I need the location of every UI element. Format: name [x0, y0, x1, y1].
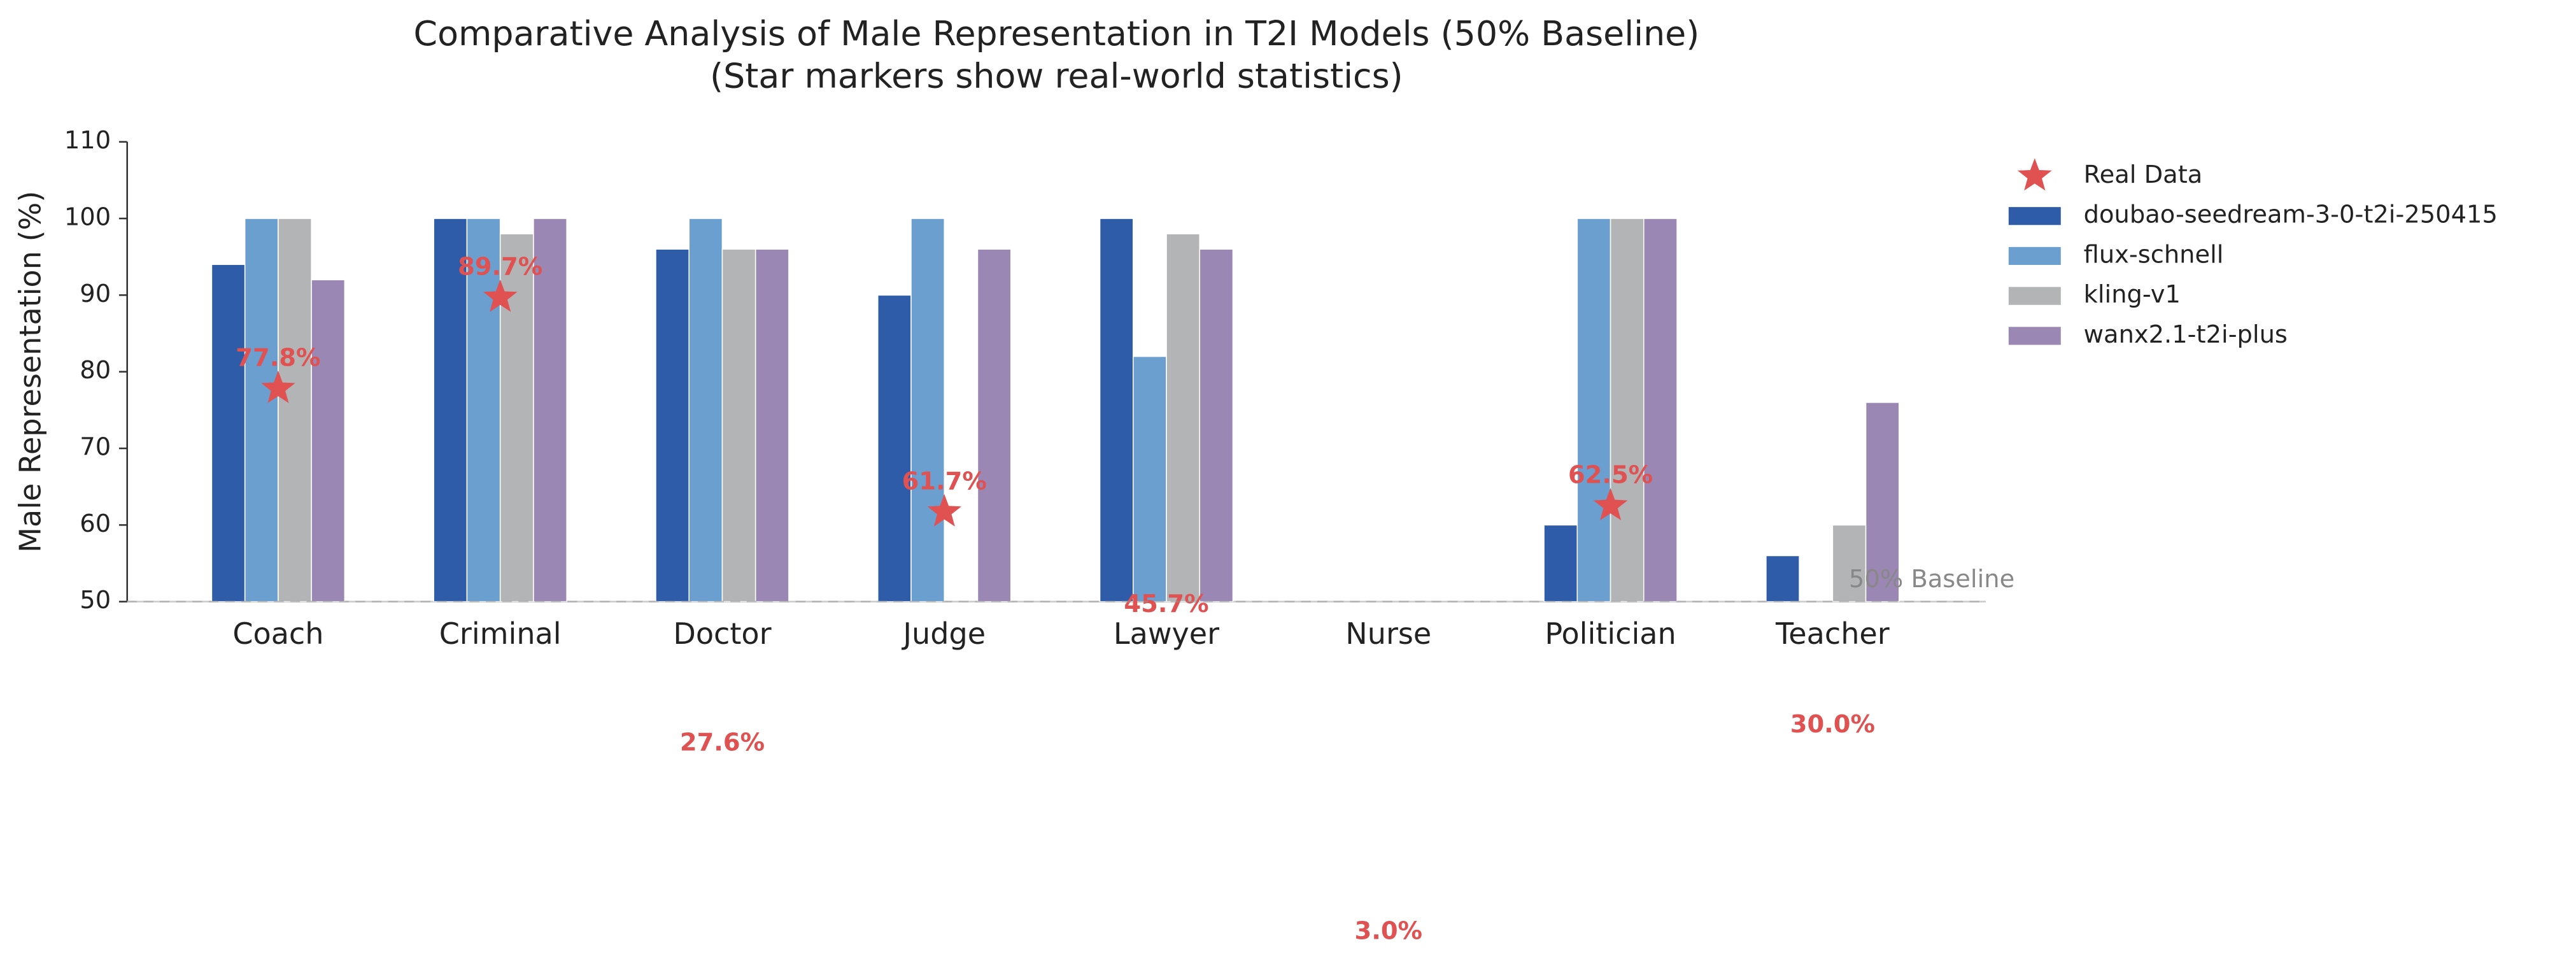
x-tick-label: Judge	[901, 616, 986, 651]
y-tick-label: 70	[80, 433, 111, 462]
legend-label: flux-schnell	[2084, 240, 2224, 269]
x-tick-label: Doctor	[673, 616, 771, 651]
real-data-star	[1816, 737, 1850, 769]
bar	[1643, 218, 1678, 602]
real-data-label: 27.6%	[680, 729, 765, 757]
bar	[977, 248, 1012, 602]
bar	[688, 218, 723, 602]
bar	[1543, 524, 1578, 602]
bar	[1133, 355, 1167, 602]
bar	[1865, 402, 1900, 602]
bar	[278, 218, 312, 602]
bar	[211, 264, 246, 602]
bar	[533, 218, 567, 602]
x-tick-label: Lawyer	[1114, 616, 1219, 651]
x-tick-label: Criminal	[439, 616, 562, 651]
bar	[910, 218, 945, 602]
real-data-star	[1593, 488, 1628, 520]
legend-marker	[2017, 158, 2052, 191]
bar	[655, 248, 690, 602]
real-data-star	[1371, 944, 1406, 975]
bar	[721, 248, 756, 602]
real-data-star	[927, 494, 962, 527]
legend-label: doubao-seedream-3-0-t2i-250415	[2084, 201, 2498, 229]
bar	[311, 279, 346, 602]
real-data-label: 61.7%	[902, 467, 987, 495]
y-tick-label: 50	[80, 586, 111, 615]
legend-swatch	[2008, 287, 2061, 305]
real-data-star	[705, 755, 740, 788]
baseline-label: 50% Baseline	[1849, 565, 2014, 594]
y-tick-label: 80	[80, 356, 111, 385]
real-data-label: 3.0%	[1355, 917, 1422, 946]
chart-title: Comparative Analysis of Male Representat…	[414, 13, 1700, 53]
bar	[877, 294, 912, 602]
y-tick-label: 100	[64, 203, 111, 232]
real-data-label: 30.0%	[1790, 710, 1875, 739]
bar	[1766, 555, 1800, 602]
bar	[1199, 248, 1234, 602]
bar	[1099, 218, 1134, 602]
y-tick-label: 90	[80, 280, 111, 308]
y-tick-label: 110	[64, 126, 111, 155]
plot-area	[211, 218, 1900, 975]
legend-swatch	[2008, 207, 2061, 225]
real-data-label: 45.7%	[1124, 590, 1208, 618]
bar	[754, 248, 789, 602]
real-data-star	[483, 279, 518, 312]
real-data-label: 62.5%	[1568, 461, 1653, 490]
x-tick-label: Nurse	[1345, 616, 1431, 651]
legend-swatch	[2008, 327, 2061, 345]
legend-label: Real Data	[2084, 160, 2203, 189]
chart-subtitle: (Star markers show real-world statistics…	[710, 56, 1403, 96]
bar	[1576, 218, 1611, 602]
bar	[499, 233, 534, 602]
legend-label: kling-v1	[2084, 280, 2181, 309]
real-data-star	[261, 370, 295, 403]
real-data-label: 77.8%	[236, 344, 320, 373]
y-axis-label: Male Representation (%)	[13, 191, 48, 553]
x-tick-label: Politician	[1545, 616, 1676, 651]
legend-label: wanx2.1-t2i-plus	[2084, 320, 2288, 349]
legend-swatch	[2008, 246, 2061, 266]
x-tick-label: Teacher	[1775, 616, 1890, 651]
bar	[244, 218, 279, 602]
y-tick-label: 60	[80, 509, 111, 538]
bar	[1166, 233, 1201, 602]
real-data-label: 89.7%	[458, 252, 542, 281]
bar	[1610, 218, 1645, 602]
x-tick-label: Coach	[232, 616, 323, 651]
